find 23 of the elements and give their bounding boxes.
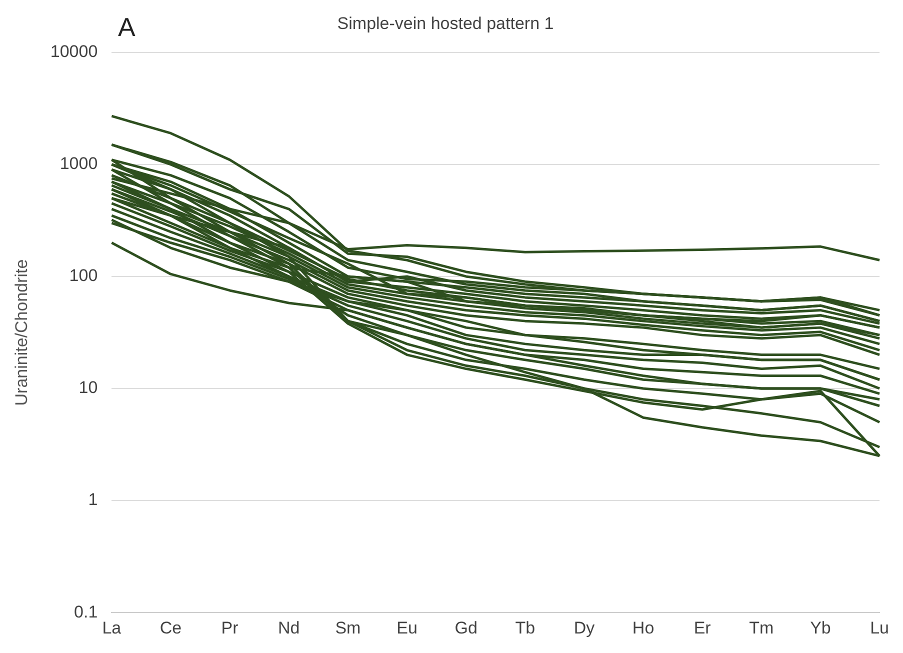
x-tick-label: Gd <box>454 618 478 638</box>
x-tick-label: Nd <box>278 618 300 638</box>
x-tick-label: Lu <box>870 618 890 638</box>
x-tick-label: Eu <box>396 618 418 638</box>
x-tick-label: Yb <box>810 618 831 638</box>
x-tick-label: Sm <box>335 618 361 638</box>
x-tick-label: Tb <box>515 618 536 638</box>
y-tick-label: 100 <box>69 266 98 286</box>
x-tick-label: Dy <box>574 618 596 638</box>
x-tick-label: Pr <box>221 618 239 638</box>
text: A <box>118 12 136 42</box>
x-tick-label: Er <box>694 618 712 638</box>
y-axis-title: Uraninite/Chondrite <box>12 259 31 406</box>
y-tick-label: 1000 <box>60 154 98 174</box>
x-tick-label: Tm <box>749 618 774 638</box>
x-tick-label: La <box>102 618 122 638</box>
y-tick-label: 10000 <box>50 42 98 62</box>
x-tick-label: Ce <box>160 618 182 638</box>
chart-title: Simple-vein hosted pattern 1 <box>337 14 554 33</box>
y-tick-label: 0.1 <box>74 602 98 622</box>
x-tick-label: Ho <box>632 618 654 638</box>
y-tick-label: 1 <box>88 490 98 510</box>
y-tick-label: 10 <box>78 378 98 398</box>
